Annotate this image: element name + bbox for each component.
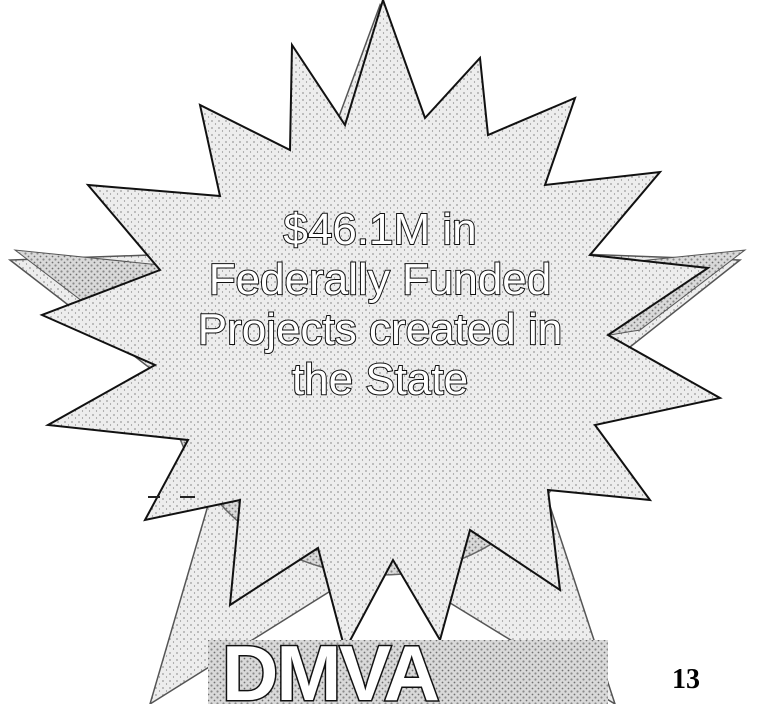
burst-line-4: the State [291,354,469,405]
page-number: 13 [672,664,700,695]
burst-line-2: Federally Funded [208,254,552,305]
burst-headline: $46.1M in Federally Funded Projects crea… [130,204,630,405]
burst-line-1: $46.1M in [282,204,477,255]
starburst-callout [39,0,723,653]
dmva-logo: DMVA [208,628,608,704]
svg-text:DMVA: DMVA [222,629,439,704]
burst-line-3: Projects created in [197,304,563,355]
